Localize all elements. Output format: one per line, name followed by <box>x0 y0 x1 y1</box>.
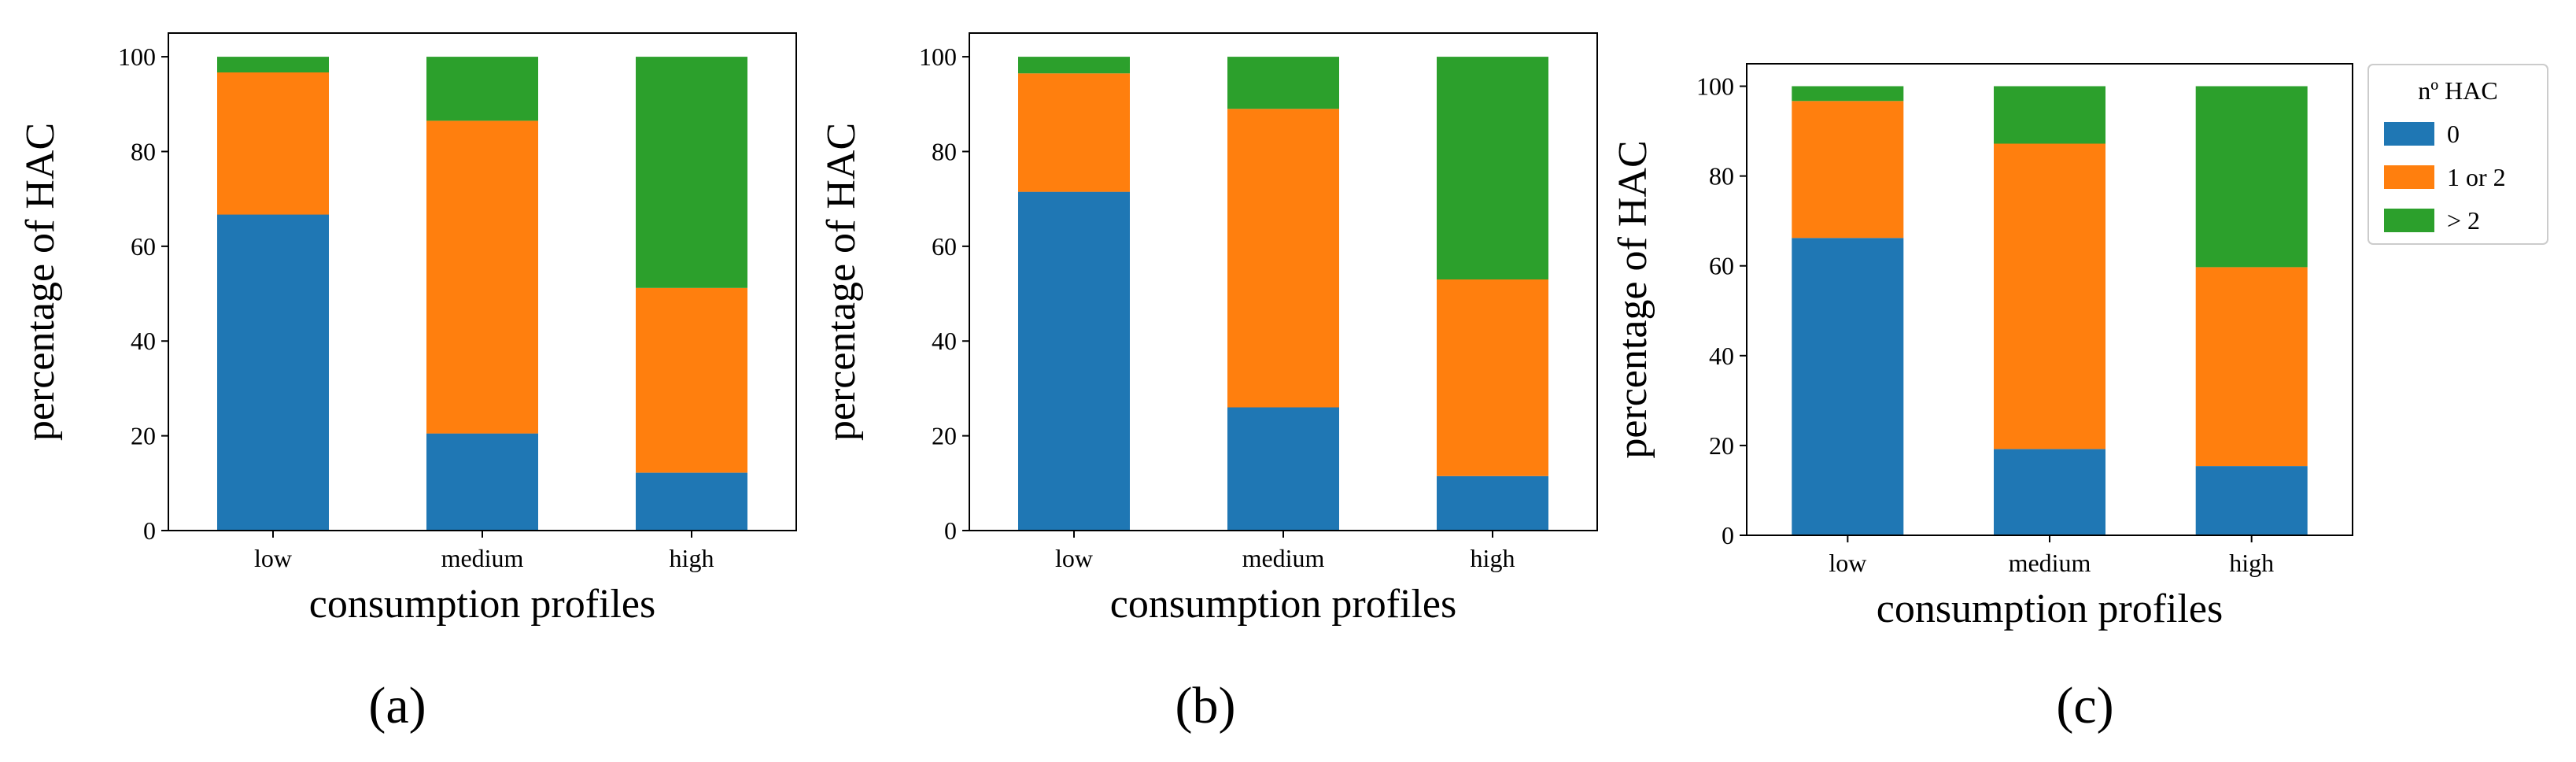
y-tick-label-0: 0 <box>1722 521 1734 549</box>
panel-label: (c) <box>2056 677 2113 734</box>
bar-medium-series-gt-2 <box>1994 86 2105 144</box>
bar-low-series-1-or-2 <box>1792 101 1904 239</box>
y-tick-label-80: 80 <box>131 137 156 165</box>
legend-swatch-gt-2 <box>2384 209 2434 232</box>
bar-low-series-0 <box>217 214 329 531</box>
y-tick-label-40: 40 <box>932 327 957 355</box>
y-tick-label-100: 100 <box>1696 72 1734 101</box>
x-tick-label-low: low <box>254 544 292 572</box>
x-tick-label-medium: medium <box>1242 544 1325 572</box>
y-tick-label-20: 20 <box>131 422 156 450</box>
bar-medium-series-1-or-2 <box>426 120 538 434</box>
bar-medium-series-1-or-2 <box>1227 109 1339 408</box>
axes-frame <box>1746 63 2353 536</box>
legend-frame <box>2367 64 2548 245</box>
bar-low-series-1-or-2 <box>1018 73 1130 192</box>
bar-low-series-0 <box>1792 238 1904 535</box>
bar-high-series-gt-2 <box>636 57 747 288</box>
y-tick-label-60: 60 <box>131 232 156 261</box>
bar-medium-series-gt-2 <box>1227 57 1339 109</box>
bar-high-series-1-or-2 <box>2195 267 2308 467</box>
legend-label-0: 0 <box>2447 120 2460 148</box>
y-axis-label: percentage of HAC <box>1611 140 1655 458</box>
bar-medium-series-1-or-2 <box>1994 143 2105 449</box>
legend-title: nº HAC <box>2418 76 2497 105</box>
legend-swatch-1-or-2 <box>2384 165 2434 189</box>
y-tick-label-0: 0 <box>944 516 957 545</box>
bar-high-series-0 <box>2195 466 2308 535</box>
chart-panel-2: low medium high 0 20 40 60 80 100 percentage of H… <box>819 32 1598 734</box>
bar-high-series-gt-2 <box>1437 57 1548 279</box>
x-tick-label-high: high <box>1471 544 1515 572</box>
x-tick-label-low: low <box>1055 544 1093 572</box>
y-tick-label-60: 60 <box>1709 252 1734 280</box>
y-tick-label-0: 0 <box>143 516 156 545</box>
bar-medium-series-0 <box>426 433 538 531</box>
chart-panel-1: low medium high 0 20 40 60 80 100 percentage of H… <box>18 32 797 734</box>
y-tick-label-60: 60 <box>932 232 957 261</box>
y-tick-label-40: 40 <box>1709 342 1734 370</box>
bar-low-series-1-or-2 <box>217 72 329 215</box>
x-axis-label: consumption profiles <box>309 582 656 627</box>
bar-low-series-gt-2 <box>217 57 329 72</box>
y-tick-label-20: 20 <box>932 422 957 450</box>
panel-label: (a) <box>368 677 426 734</box>
legend-swatch-0 <box>2384 122 2434 146</box>
x-tick-label-medium: medium <box>441 544 524 572</box>
y-tick-label-100: 100 <box>118 43 156 71</box>
bar-low-series-gt-2 <box>1792 86 1904 102</box>
bar-low-series-gt-2 <box>1018 57 1130 74</box>
axes-frame <box>168 32 797 531</box>
y-tick-label-40: 40 <box>131 327 156 355</box>
y-axis-label: percentage of HAC <box>18 123 63 441</box>
bar-high-series-0 <box>636 472 747 531</box>
legend-label-1-or-2: 1 or 2 <box>2447 163 2506 191</box>
bar-high-series-gt-2 <box>2195 86 2308 268</box>
bar-medium-series-0 <box>1994 449 2105 535</box>
y-tick-label-20: 20 <box>1709 431 1734 460</box>
chart-panel-3: low medium high 0 20 40 60 80 100 percentage of H… <box>1611 63 2353 734</box>
y-tick-label-80: 80 <box>932 137 957 165</box>
axes-frame <box>969 32 1598 531</box>
bar-low-series-0 <box>1018 191 1130 531</box>
y-tick-label-80: 80 <box>1709 162 1734 190</box>
x-tick-label-low: low <box>1829 549 1866 577</box>
x-tick-label-high: high <box>2229 549 2274 577</box>
legend-label-gt-2: > 2 <box>2447 206 2480 235</box>
bar-medium-series-0 <box>1227 407 1339 531</box>
bar-high-series-0 <box>1437 475 1548 531</box>
x-tick-label-high: high <box>670 544 714 572</box>
x-tick-label-medium: medium <box>2009 549 2091 577</box>
legend: nº HAC 0 1 or 2 > 2 <box>2367 64 2548 245</box>
bar-high-series-1-or-2 <box>636 287 747 473</box>
bar-high-series-1-or-2 <box>1437 279 1548 476</box>
x-axis-label: consumption profiles <box>1110 582 1457 627</box>
y-tick-label-100: 100 <box>919 43 957 71</box>
x-axis-label: consumption profiles <box>1877 586 2224 631</box>
y-axis-label: percentage of HAC <box>819 123 864 441</box>
panel-label: (b) <box>1175 677 1236 734</box>
bar-medium-series-gt-2 <box>426 57 538 121</box>
